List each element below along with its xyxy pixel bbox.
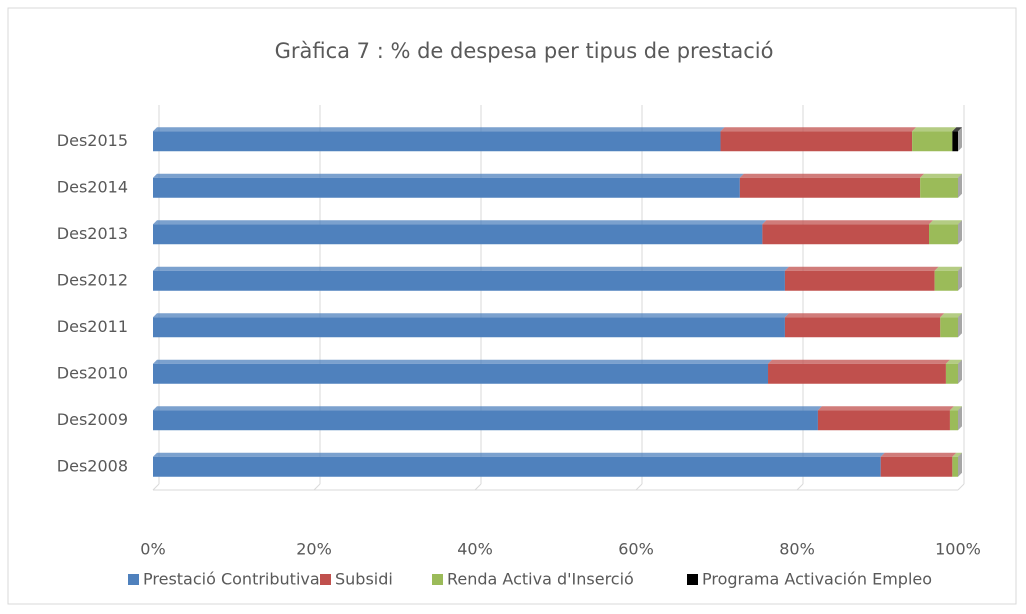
grid-floor bbox=[474, 483, 482, 491]
bar-side bbox=[958, 266, 962, 291]
bar-segment bbox=[912, 131, 953, 152]
bar-segment-top bbox=[934, 266, 962, 271]
x-tick-label: 40% bbox=[457, 540, 493, 559]
bar-segment-top bbox=[945, 359, 962, 364]
legend-label: Renda Activa d'Inserció bbox=[447, 570, 634, 589]
grid-floor bbox=[152, 483, 160, 491]
x-tick-label: 20% bbox=[296, 540, 332, 559]
bar-segment bbox=[153, 363, 769, 384]
bar-segment-top bbox=[940, 313, 962, 318]
legend-swatch bbox=[687, 574, 698, 585]
bar-segment-top bbox=[929, 220, 962, 225]
y-tick-label: Des2008 bbox=[57, 456, 128, 475]
x-tick-label: 100% bbox=[935, 540, 981, 559]
bar-segment-top bbox=[153, 406, 822, 411]
bar-segment-top bbox=[768, 359, 950, 364]
bar-side bbox=[958, 359, 962, 384]
bar-segment bbox=[920, 177, 958, 198]
bar-segment bbox=[929, 224, 958, 245]
bar-segment bbox=[720, 131, 913, 152]
bar-segment bbox=[940, 317, 958, 338]
grid-floor bbox=[635, 483, 643, 491]
legend-label: Subsidi bbox=[335, 570, 393, 589]
bar-segment bbox=[768, 363, 946, 384]
bar-segment-top bbox=[784, 266, 939, 271]
bar-side bbox=[958, 452, 962, 477]
legend-label: Programa Activación Empleo bbox=[702, 570, 932, 589]
y-tick-label: Des2011 bbox=[57, 317, 128, 336]
y-tick-label: Des2015 bbox=[57, 131, 128, 150]
bar-side bbox=[958, 173, 962, 198]
grid-floor bbox=[313, 483, 321, 491]
x-tick-label: 80% bbox=[779, 540, 815, 559]
bar-segment-top bbox=[739, 173, 925, 178]
bar-segment bbox=[153, 456, 881, 477]
bar-segment bbox=[739, 177, 921, 198]
bar-side bbox=[958, 127, 962, 152]
bar-segment-top bbox=[153, 266, 789, 271]
bar-segment bbox=[784, 270, 935, 291]
bar-side bbox=[958, 220, 962, 245]
bar-segment-top bbox=[153, 313, 789, 318]
chart-title: Gràfica 7 : % de despesa per tipus de pr… bbox=[275, 39, 774, 63]
bar-segment bbox=[153, 131, 721, 152]
bar-segment bbox=[945, 363, 958, 384]
bar-segment bbox=[880, 456, 953, 477]
bar-segment-top bbox=[952, 452, 962, 457]
bar-side bbox=[958, 406, 962, 431]
grid-floor bbox=[796, 483, 804, 491]
bar-segment-top bbox=[912, 127, 957, 132]
bar-segment-top bbox=[920, 173, 962, 178]
bar-side bbox=[958, 313, 962, 338]
y-tick-label: Des2010 bbox=[57, 363, 128, 382]
bar-segment-top bbox=[720, 127, 917, 132]
chart-frame bbox=[7, 7, 1017, 605]
x-tick-label: 0% bbox=[140, 540, 165, 559]
bar-segment bbox=[153, 270, 785, 291]
bar-segment-top bbox=[952, 127, 962, 132]
bar-segment bbox=[153, 224, 763, 245]
x-tick-label: 60% bbox=[618, 540, 654, 559]
bar-segment-top bbox=[153, 173, 744, 178]
bar-segment-top bbox=[949, 406, 962, 411]
legend-swatch bbox=[320, 574, 331, 585]
bar-segment bbox=[153, 317, 785, 338]
y-tick-label: Des2012 bbox=[57, 270, 128, 289]
bar-segment bbox=[153, 410, 818, 431]
bar-segment bbox=[784, 317, 941, 338]
legend-swatch bbox=[432, 574, 443, 585]
bar-segment-top bbox=[880, 452, 957, 457]
bar-segment bbox=[934, 270, 958, 291]
bar-segment-top bbox=[784, 313, 945, 318]
bar-segment-top bbox=[153, 220, 767, 225]
y-tick-label: Des2013 bbox=[57, 224, 128, 243]
y-tick-label: Des2009 bbox=[57, 410, 128, 429]
bar-segment-top bbox=[817, 406, 954, 411]
bar-segment-top bbox=[153, 359, 773, 364]
bar-segment bbox=[949, 410, 958, 431]
bar-segment-top bbox=[153, 452, 885, 457]
legend-swatch bbox=[128, 574, 139, 585]
y-tick-label: Des2014 bbox=[57, 177, 128, 196]
bar-segment-top bbox=[762, 220, 934, 225]
bar-segment bbox=[952, 131, 958, 152]
grid-floor bbox=[957, 483, 965, 491]
bar-segment-top bbox=[153, 127, 725, 132]
bar-segment bbox=[153, 177, 740, 198]
legend-label: Prestació Contributiva bbox=[143, 570, 320, 589]
bar-segment bbox=[817, 410, 950, 431]
bar-segment bbox=[762, 224, 930, 245]
bar-segment bbox=[952, 456, 958, 477]
